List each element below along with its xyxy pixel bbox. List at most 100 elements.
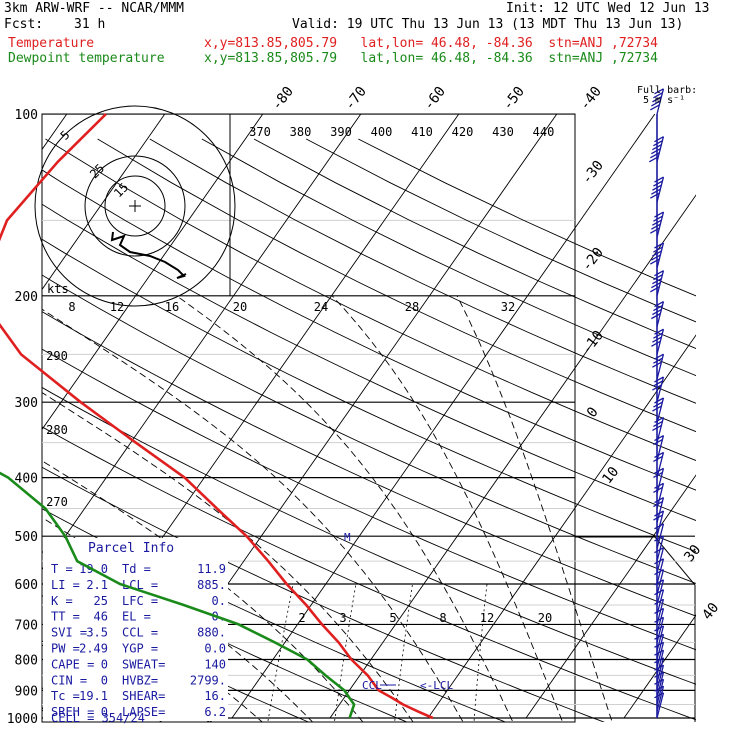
isotherm-line (427, 334, 696, 719)
wind-barb-flag (652, 361, 662, 368)
moist-adiabat-line (176, 295, 514, 722)
wind-barb-flag (653, 401, 663, 408)
dry-adiabat-line (42, 595, 310, 722)
wind-barb (653, 434, 665, 461)
forecast-hour: 31 h (74, 17, 106, 32)
hodograph-scale-label: 20 (233, 300, 247, 314)
wind-barb (650, 211, 665, 238)
wind-barb-flag (653, 180, 663, 187)
wind-barb-flag (650, 192, 660, 199)
wind-barb (652, 416, 665, 443)
dewpoint-legend-label: Dewpoint temperature (8, 51, 165, 66)
wind-barb-flag (654, 579, 664, 586)
parcel-param-name: CCL = (122, 626, 158, 640)
wind-barb-flag (653, 274, 663, 281)
pressure-tick-label: 600 (15, 578, 38, 593)
parcel-param-name: CAPE = (51, 657, 94, 671)
wind-barb-flag (653, 92, 663, 99)
wind-barb-staff (656, 617, 665, 643)
forecast-label: Fcst: (4, 17, 44, 32)
wind-barb-flag (654, 535, 664, 542)
temperature-legend-label: Temperature (8, 36, 95, 51)
wind-barb-staff (656, 672, 665, 698)
wind-barb-flag (654, 211, 664, 218)
dry-adiabat-line (201, 138, 696, 377)
parcel-param-name: TT = (51, 610, 80, 624)
dry-adiabat-line (42, 426, 696, 721)
parcel-info-background (43, 538, 228, 721)
isotherm-line (623, 614, 696, 719)
isotherm-label: -50 (500, 84, 528, 114)
wind-barb-flag (652, 184, 662, 191)
parcel-param-value: 6.2 (204, 705, 226, 719)
parcel-param-value: 46 (94, 610, 108, 624)
dry-adiabat-line (42, 687, 113, 722)
wind-barb-staff (656, 547, 665, 574)
dry-adiabat-line (42, 311, 696, 617)
parcel-param-value: 0 (101, 705, 108, 719)
pressure-tick-label: 700 (15, 618, 38, 633)
parcel-param-name: SREH = (51, 705, 94, 719)
wind-barb-flag (652, 384, 662, 391)
wind-barb-staff (656, 665, 665, 691)
parcel-param-value: 140 (204, 657, 226, 671)
dry-adiabat-line (45, 138, 696, 462)
wind-barb (654, 568, 665, 595)
wind-barb-flag (653, 215, 663, 222)
wind-barb-flag (654, 136, 664, 143)
moist-adiabat-line (331, 295, 564, 722)
wind-barb-flag (654, 353, 664, 360)
wind-barb-flag (654, 607, 664, 615)
pressure-tick-label: 800 (15, 653, 38, 668)
mixing-ratio-label: 5 (389, 611, 396, 625)
wind-barb-flag (652, 309, 662, 316)
wind-barb-flag (654, 328, 664, 335)
wind-barb (654, 547, 665, 574)
wind-barb-flag (653, 357, 663, 364)
isotherm-label: -70 (342, 84, 370, 114)
wind-barb-flag (653, 438, 663, 446)
m-marker: M (344, 531, 351, 544)
theta-label: 380 (290, 125, 312, 139)
wind-barb-staff (656, 692, 665, 719)
isotherm-label: -20 (579, 245, 607, 275)
wind-barb-flag (654, 88, 664, 95)
wind-barb-staff (656, 657, 665, 684)
wind-barb-flag (650, 152, 660, 159)
parcel-param-name: SVI = (51, 626, 87, 640)
wind-barb-staff (656, 642, 665, 668)
wind-barb-flag (654, 242, 664, 249)
wind-barb-staff (656, 569, 665, 595)
isotherm-label: 0 (584, 404, 602, 420)
wind-barb-staff (656, 579, 665, 606)
wind-barb-flag (654, 558, 664, 565)
isotherm-label: -60 (421, 84, 449, 114)
hodograph-scale-label: 8 (68, 300, 75, 314)
theta-label: 270 (46, 495, 68, 509)
parcel-info-title: Parcel Info (88, 541, 174, 556)
wind-barb-flag (654, 270, 664, 277)
plot-frame-extension (575, 536, 696, 722)
wind-barb (650, 88, 665, 115)
pressure-tick-label: 100 (15, 108, 38, 123)
wind-barb-staff (656, 589, 665, 616)
theta-label: 420 (452, 125, 474, 139)
wind-barb-flag (654, 598, 664, 605)
wind-barbs: Full barb:5 m s⁻¹ (637, 85, 697, 719)
parcel-param-name: T = (51, 562, 73, 576)
wind-barb (652, 376, 665, 403)
hodograph-scale-label: 32 (501, 300, 515, 314)
dry-adiabat-line (42, 274, 696, 584)
mixing-ratio-line (473, 583, 488, 722)
wind-barb-flag (654, 300, 664, 308)
wind-barb-staff (656, 625, 665, 652)
wind-barb-flag (650, 104, 660, 111)
parcel-param-value: 880. (197, 626, 226, 640)
wind-barb (654, 589, 665, 616)
wind-barb-flag (652, 250, 662, 257)
wind-barb (654, 535, 665, 562)
dry-adiabat-line (42, 348, 696, 651)
parcel-param-name: PW = (51, 642, 80, 656)
parcel-param-name: K = (51, 594, 73, 608)
wind-barb-flag (652, 424, 662, 432)
